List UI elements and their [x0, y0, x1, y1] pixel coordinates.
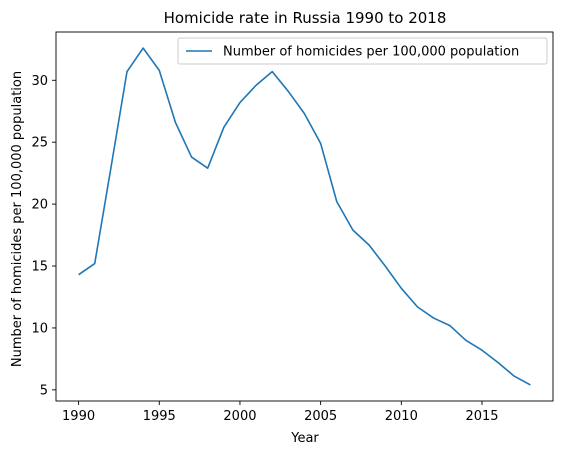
- x-tick-label-2010: 2010: [385, 409, 418, 424]
- x-tick-label-1995: 1995: [143, 409, 176, 424]
- y-axis-label: Number of homicides per 100,000 populati…: [10, 71, 25, 367]
- x-tick-label-2000: 2000: [223, 409, 256, 424]
- x-axis-label: Year: [290, 431, 319, 446]
- plot-frame: [55, 31, 554, 402]
- y-tick-label-5: 5: [40, 383, 48, 398]
- y-tick-label-25: 25: [31, 136, 48, 151]
- x-tick-label-2015: 2015: [465, 409, 498, 424]
- plot-area: 1990 1995 2000 2005 2010 2015 5 10 15 20 25 30 Numbe…: [31, 31, 554, 424]
- y-tick-label-30: 30: [31, 74, 48, 89]
- chart-title: Homicide rate in Russia 1990 to 2018: [164, 9, 447, 27]
- series-line-0: [78, 47, 531, 386]
- legend-box: [177, 37, 548, 65]
- y-tick-label-15: 15: [31, 260, 48, 275]
- x-tick-label-2005: 2005: [304, 409, 337, 424]
- y-tick-label-10: 10: [31, 321, 48, 336]
- y-tick-label-20: 20: [31, 198, 48, 213]
- legend-label-0: Number of homicides per 100,000 populati…: [223, 45, 519, 60]
- x-tick-label-1990: 1990: [62, 409, 95, 424]
